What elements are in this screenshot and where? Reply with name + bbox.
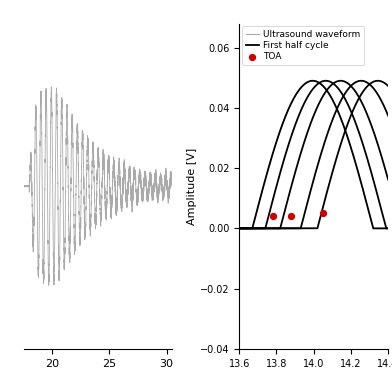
Ultrasound waveform [301, 83, 306, 87]
Ultrasound waveform [383, 226, 388, 231]
TOA [320, 210, 326, 216]
First half cycle [383, 226, 388, 231]
First half cycle [266, 166, 270, 171]
Line: First half cycle: First half cycle [239, 81, 392, 229]
Ultrasound waveform [309, 79, 313, 83]
Ultrasound waveform [256, 203, 261, 207]
Ultrasound waveform [310, 78, 315, 83]
First half cycle [256, 203, 261, 207]
Ultrasound waveform [237, 226, 241, 231]
TOA [270, 213, 276, 220]
Legend: Ultrasound waveform, First half cycle, TOA: Ultrasound waveform, First half cycle, T… [242, 26, 364, 65]
TOA [288, 213, 294, 220]
Y-axis label: Amplitude [V]: Amplitude [V] [187, 147, 197, 225]
First half cycle [309, 79, 313, 83]
Line: Ultrasound waveform: Ultrasound waveform [239, 81, 392, 229]
First half cycle [237, 226, 241, 231]
First half cycle [310, 78, 315, 83]
Ultrasound waveform [266, 166, 270, 171]
First half cycle [301, 83, 306, 87]
